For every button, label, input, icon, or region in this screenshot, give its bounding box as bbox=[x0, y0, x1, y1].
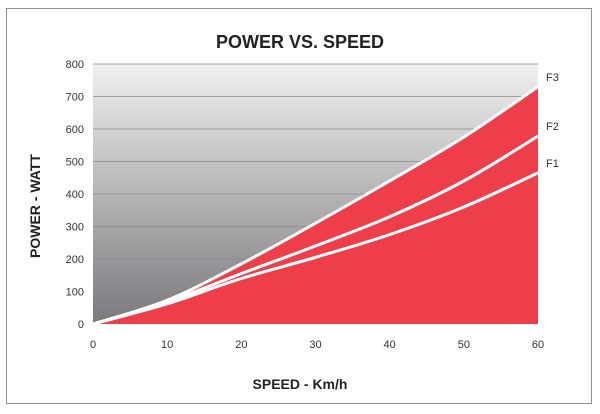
series-label-f2: F2 bbox=[546, 121, 559, 133]
x-axis-title: SPEED - Km/h bbox=[253, 376, 348, 392]
x-tick-label: 20 bbox=[235, 339, 247, 351]
series-labels: F1 F2 F3 bbox=[546, 72, 559, 170]
x-axis-ticks: 0 10 20 30 40 50 60 bbox=[90, 339, 544, 351]
series-curves bbox=[91, 85, 540, 326]
y-axis-title: POWER - WATT bbox=[27, 154, 43, 258]
area-fill bbox=[93, 86, 538, 324]
series-line-f2 bbox=[91, 134, 540, 326]
y-tick-label: 500 bbox=[66, 157, 84, 169]
y-axis-ticks: 0 100 200 300 400 500 600 700 800 bbox=[66, 59, 84, 331]
series-line-f1 bbox=[91, 171, 540, 326]
x-tick-label: 60 bbox=[532, 339, 544, 351]
x-tick-label: 0 bbox=[90, 339, 96, 351]
series-label-f3: F3 bbox=[546, 72, 559, 84]
series-line-f3 bbox=[91, 85, 540, 326]
x-tick-label: 40 bbox=[384, 339, 396, 351]
y-tick-label: 300 bbox=[66, 222, 84, 234]
y-tick-label: 400 bbox=[66, 189, 84, 201]
y-tick-label: 700 bbox=[66, 92, 84, 104]
x-tick-label: 30 bbox=[309, 339, 321, 351]
y-tick-label: 800 bbox=[66, 59, 84, 71]
x-tick-label: 10 bbox=[161, 339, 173, 351]
series-label-f1: F1 bbox=[546, 158, 559, 170]
chart-title: POWER VS. SPEED bbox=[216, 32, 384, 52]
y-tick-label: 200 bbox=[66, 254, 84, 266]
y-tick-label: 100 bbox=[66, 287, 84, 299]
y-tick-label: 0 bbox=[78, 319, 84, 331]
x-tick-label: 50 bbox=[458, 339, 470, 351]
y-tick-label: 600 bbox=[66, 124, 84, 136]
